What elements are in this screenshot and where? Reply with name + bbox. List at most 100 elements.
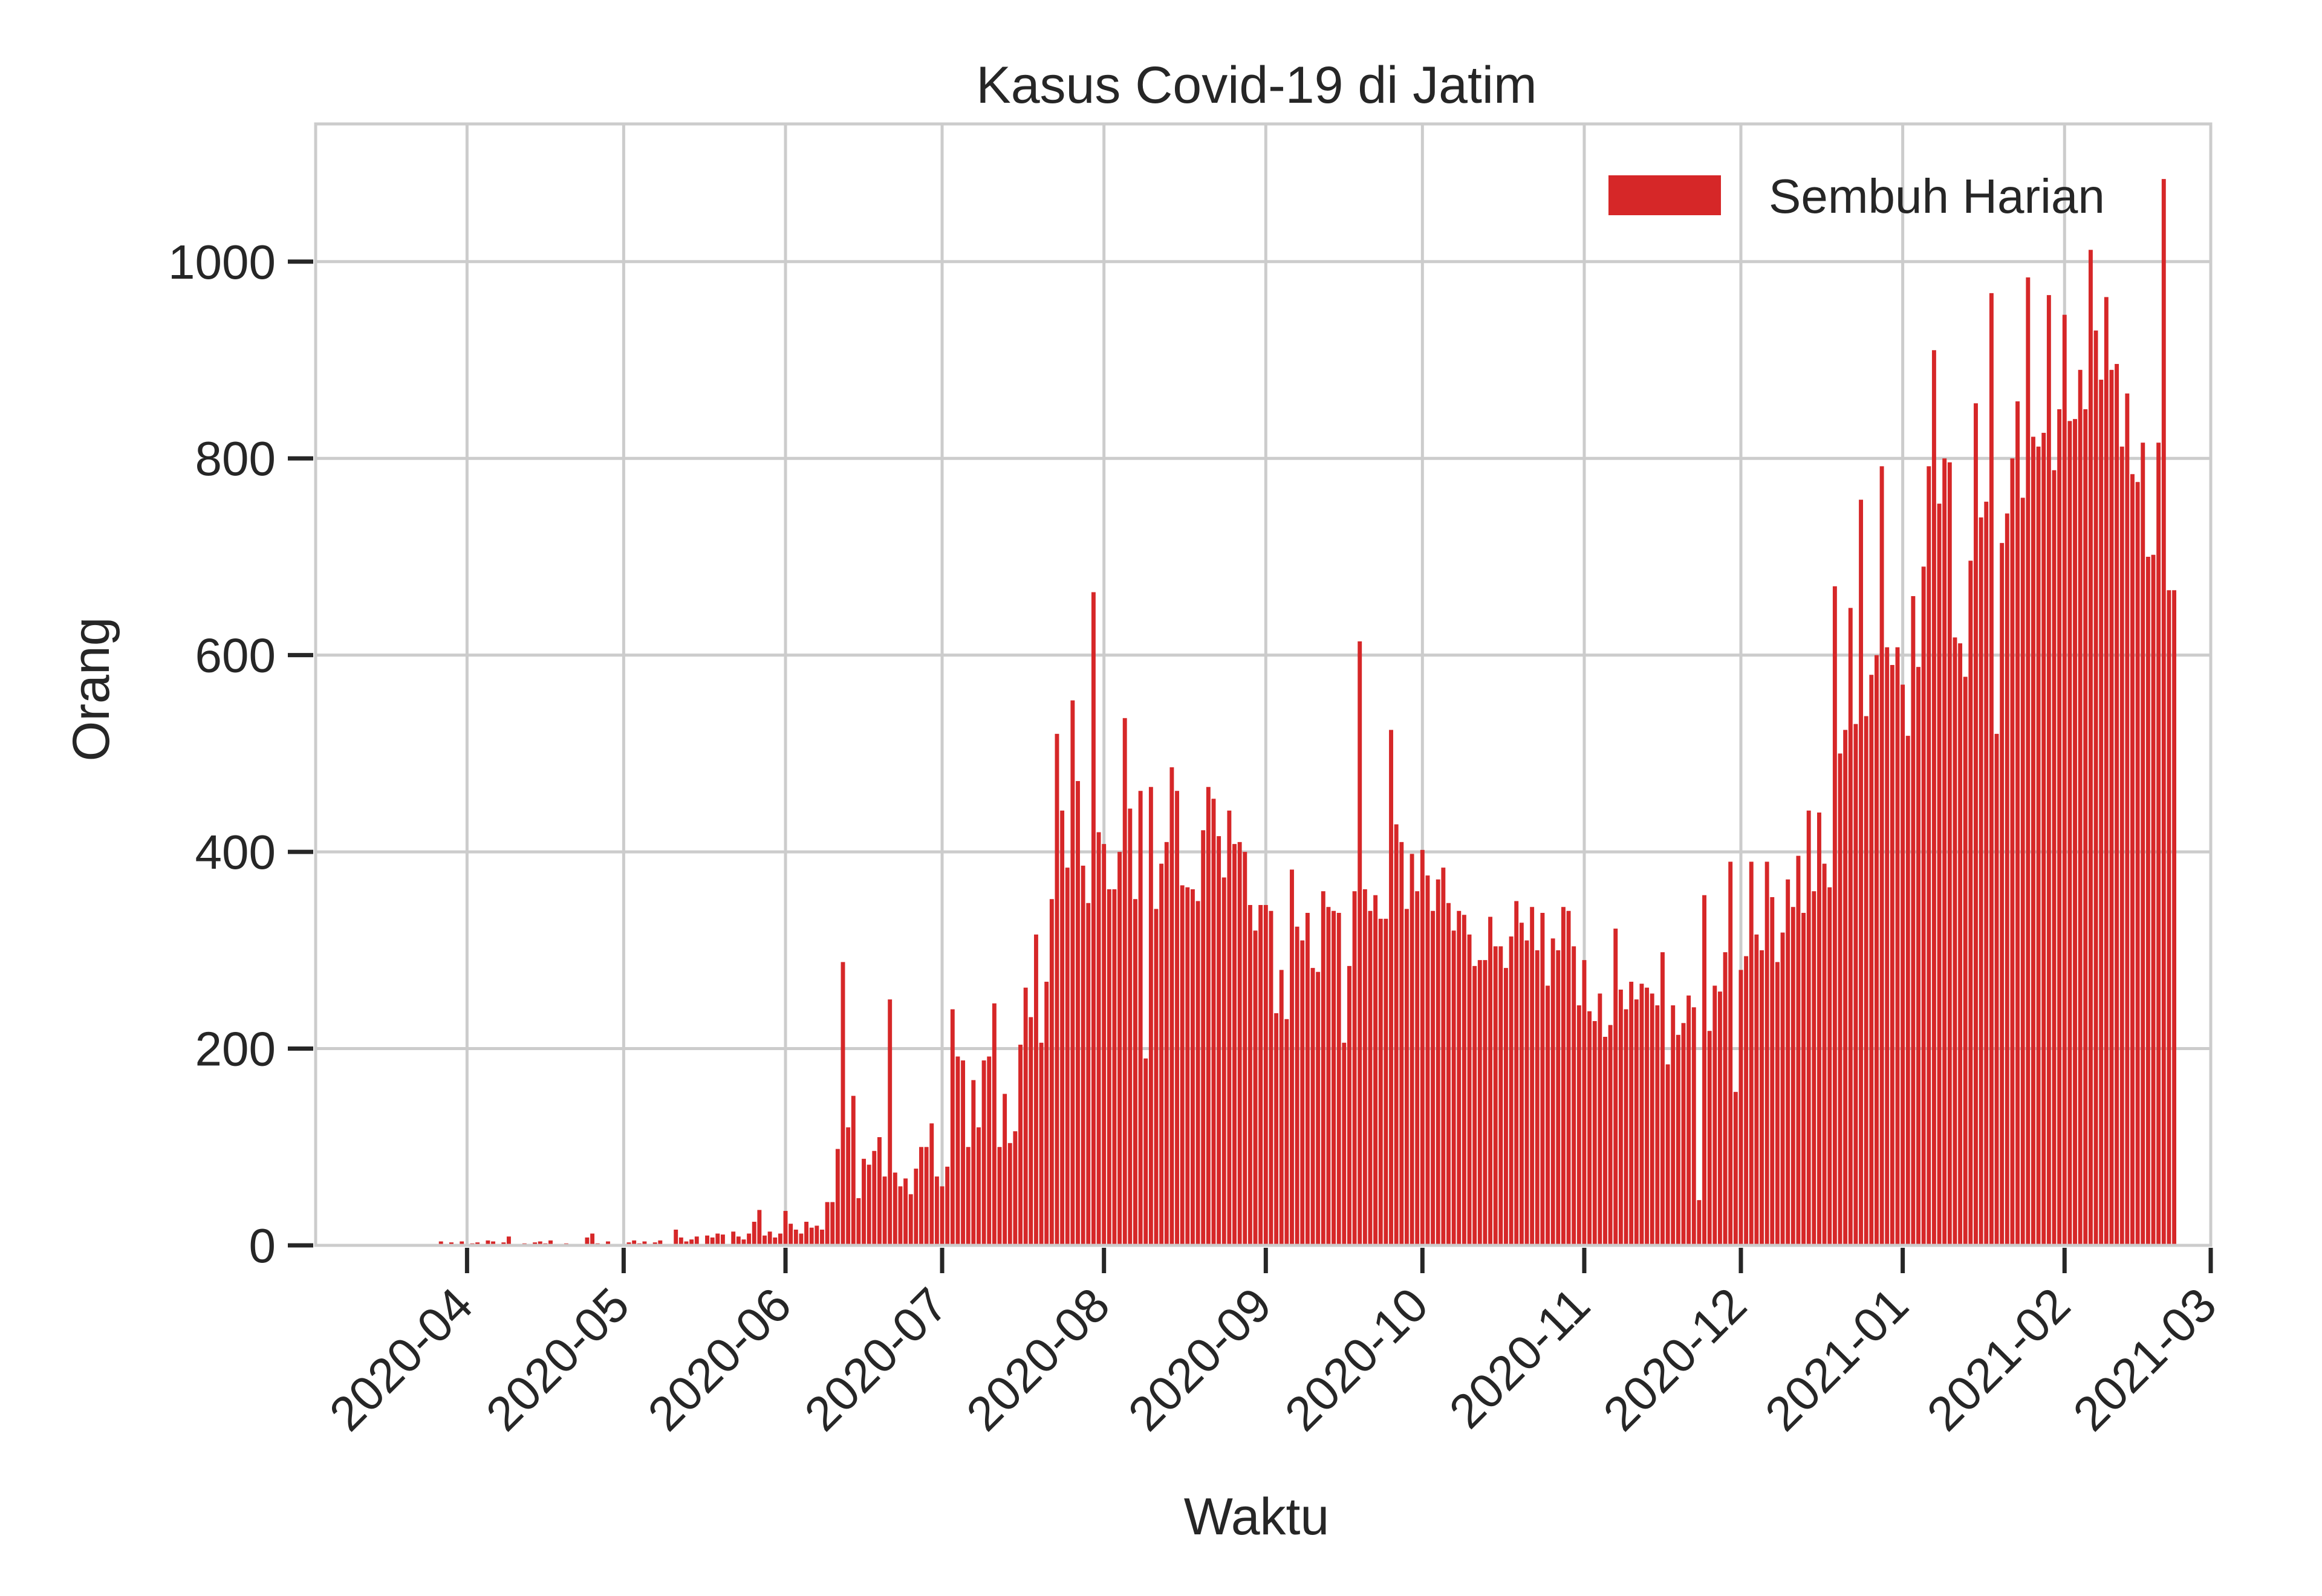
bar — [1232, 844, 1237, 1245]
bar — [1838, 753, 1842, 1245]
bar — [1665, 1064, 1670, 1245]
bar — [1316, 972, 1321, 1245]
bar — [1681, 1023, 1686, 1245]
bar — [684, 1241, 689, 1245]
bar — [642, 1241, 647, 1245]
bar — [1691, 1007, 1696, 1245]
bar — [720, 1234, 725, 1245]
bar — [763, 1235, 767, 1245]
bar — [1284, 1019, 1289, 1245]
bar — [1290, 869, 1294, 1245]
bar — [1107, 889, 1111, 1245]
bar — [2167, 590, 2171, 1245]
bar — [1003, 1094, 1007, 1245]
bar — [1764, 861, 1769, 1245]
bar — [1744, 956, 1749, 1245]
bar — [1634, 999, 1639, 1245]
bar — [460, 1241, 464, 1245]
bar — [1352, 891, 1357, 1245]
bar — [1091, 592, 1096, 1245]
bar — [1812, 891, 1816, 1245]
bar — [491, 1241, 495, 1245]
bar — [1937, 504, 1942, 1246]
bar — [1916, 667, 1920, 1245]
bar — [1717, 991, 1722, 1245]
bar — [1389, 730, 1393, 1245]
bar — [486, 1240, 490, 1245]
bar — [1033, 934, 1038, 1245]
bar — [851, 1095, 856, 1245]
bar — [1258, 904, 1263, 1245]
bar — [1060, 810, 1065, 1245]
bar — [1243, 852, 1247, 1245]
bar — [2093, 330, 2098, 1246]
bar — [1963, 676, 1968, 1245]
bar — [1968, 560, 1973, 1246]
bar — [1592, 1021, 1597, 1245]
bar — [1023, 987, 1028, 1245]
y-tick-label: 200 — [195, 1022, 276, 1076]
bar — [2161, 179, 2166, 1245]
bar — [2020, 498, 2025, 1246]
bar — [2130, 474, 2135, 1245]
bar — [1989, 293, 1994, 1245]
bar — [1686, 995, 1691, 1245]
bar — [2119, 446, 2124, 1246]
bar — [1237, 842, 1242, 1245]
bar — [1509, 936, 1514, 1245]
bar — [1326, 907, 1331, 1245]
bar — [981, 1060, 986, 1245]
bar — [1472, 965, 1477, 1245]
bar — [1911, 596, 1916, 1245]
bar — [606, 1241, 610, 1245]
bar — [1263, 904, 1268, 1245]
bar — [919, 1147, 923, 1245]
bar — [1697, 1200, 1702, 1245]
bar — [1650, 993, 1654, 1245]
bar — [1566, 910, 1571, 1245]
bar — [1556, 950, 1561, 1245]
bar — [825, 1202, 830, 1245]
bar — [1598, 993, 1602, 1245]
bar — [1164, 842, 1169, 1245]
legend: Sembuh Harian — [1608, 169, 2105, 223]
bar — [1436, 879, 1440, 1245]
bar — [1738, 970, 1743, 1245]
bar — [1128, 808, 1133, 1245]
bar — [1524, 940, 1529, 1245]
bar — [1133, 899, 1137, 1245]
bar — [1305, 913, 1310, 1245]
bar — [1994, 733, 1999, 1245]
bar — [1279, 970, 1284, 1245]
bar — [1384, 918, 1388, 1245]
bar — [1582, 960, 1587, 1245]
bar — [1368, 910, 1373, 1245]
bar — [987, 1056, 992, 1245]
bar — [438, 1241, 443, 1245]
bar — [2156, 443, 2161, 1246]
bar — [1702, 895, 1706, 1245]
bar — [1947, 462, 1952, 1245]
bar — [1102, 844, 1107, 1245]
bar — [1874, 655, 1879, 1245]
bar — [882, 1176, 887, 1245]
bar — [1143, 1058, 1148, 1245]
bar — [961, 1060, 966, 1245]
bar — [1420, 849, 1425, 1245]
bar — [809, 1227, 814, 1245]
y-tick-label: 600 — [195, 629, 276, 683]
bar — [1332, 910, 1336, 1245]
bar — [830, 1202, 835, 1245]
y-tick-label: 800 — [195, 432, 276, 485]
bar — [1806, 810, 1811, 1245]
bar — [955, 1056, 960, 1245]
bar — [2067, 421, 2072, 1245]
bar — [1790, 907, 1795, 1245]
bar — [767, 1231, 772, 1245]
bar — [1801, 913, 1806, 1245]
bar — [548, 1240, 553, 1245]
bar — [1921, 566, 1926, 1245]
bar — [950, 1009, 955, 1245]
bar — [1112, 889, 1117, 1245]
bar — [2010, 458, 2015, 1245]
